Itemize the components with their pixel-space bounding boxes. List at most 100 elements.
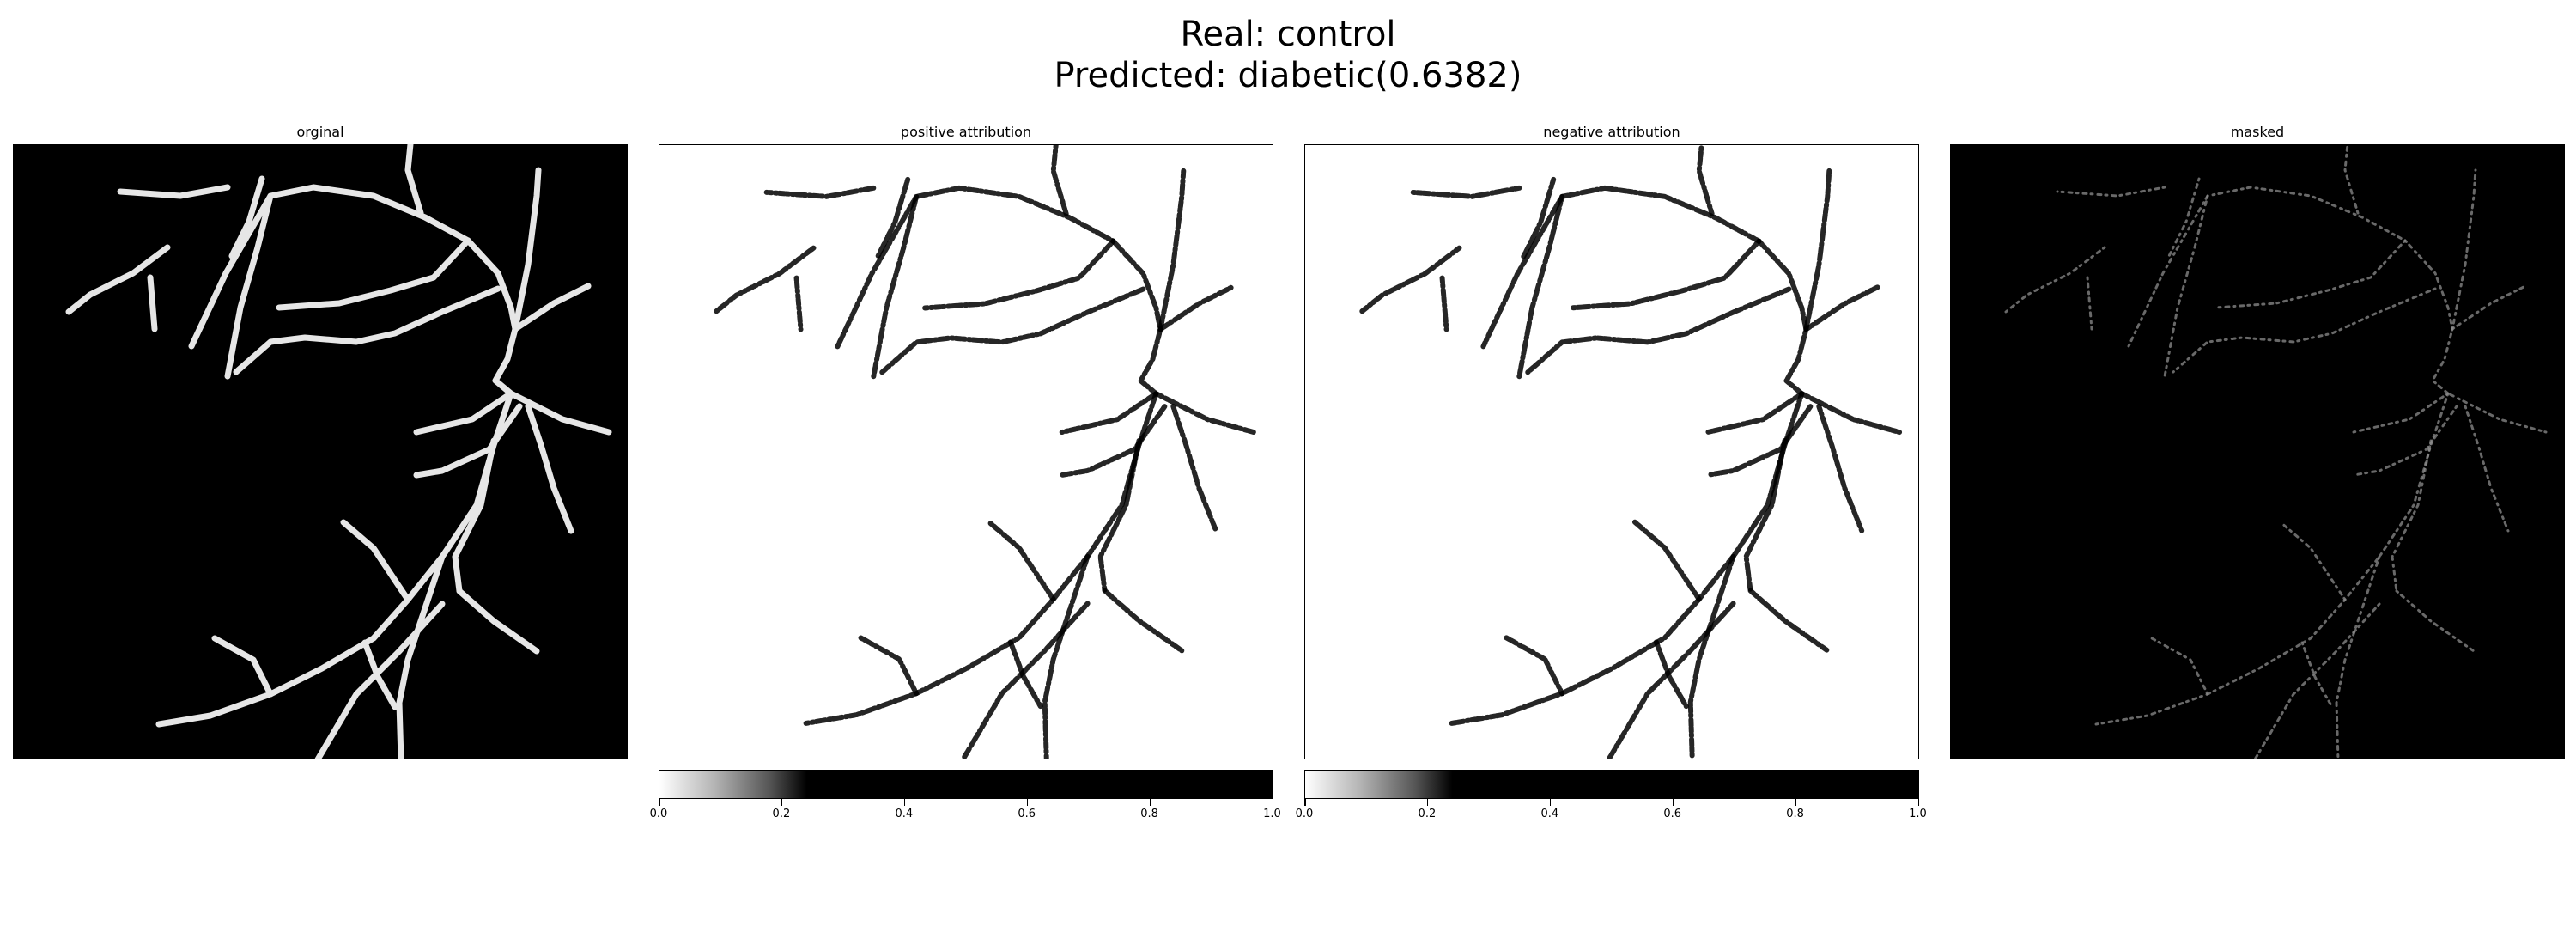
vessel-segment (233, 285, 501, 375)
vessel-segment (1007, 639, 1043, 710)
vessel-segment (2352, 392, 2450, 434)
vessel-segment (65, 244, 171, 315)
vessel-segment (2127, 186, 2407, 348)
vessel-segment (314, 601, 446, 759)
colorbar-tick-label: 0.4 (895, 808, 914, 820)
vessel-segment (1448, 391, 1805, 727)
vessel-segment (1102, 588, 1185, 654)
vessel-segment (1480, 185, 1762, 350)
vessel-segment (512, 283, 592, 332)
vessel-segment (1803, 284, 1882, 332)
positive-attribution-image (659, 144, 1273, 759)
vessel-segment (1050, 145, 1069, 216)
vessel-segment (2395, 589, 2476, 653)
vessel-segment (1170, 404, 1219, 533)
vessel-segment (1525, 286, 1792, 375)
vessel-segment (1568, 238, 1762, 311)
vessel-segment (413, 390, 514, 436)
vessel-segment (340, 519, 411, 603)
vessel-segment (793, 275, 804, 332)
colorbar-tick-label: 0.0 (1295, 808, 1314, 820)
vessel-segment (875, 176, 911, 259)
masked-vessel-image (1950, 144, 2565, 759)
vessel-segment (871, 193, 920, 380)
vessel-segment (452, 437, 497, 594)
vessel-segment (525, 403, 574, 534)
colorbar-tick (1549, 799, 1552, 806)
vessel-segment (1756, 238, 1903, 436)
negative-attribution-image (1304, 144, 1919, 759)
vessel-segment (1097, 438, 1142, 594)
colorbar-tick-label: 0.2 (1418, 808, 1437, 820)
colorbar-tick-label: 0.6 (1663, 808, 1682, 820)
vessel-segment (404, 144, 424, 216)
vessel-segment (1059, 404, 1168, 478)
vessel-segment (456, 588, 540, 655)
vessel-segment (1110, 238, 1257, 436)
colorbar-tick-label: 0.2 (772, 808, 791, 820)
positive-attribution-colorbar (659, 770, 1273, 799)
colorbar-tick (1272, 799, 1273, 806)
vessel-segment (986, 519, 1056, 602)
figure-title-real: Real: control (1180, 15, 1396, 54)
panel-title-negative-attribution: negative attribution (1543, 124, 1680, 140)
vessel-segment (2451, 284, 2527, 331)
vessel-segment (1157, 168, 1187, 332)
vessel-segment (2094, 392, 2450, 726)
vessel-segment (1059, 391, 1159, 436)
colorbar-tick-label: 0.6 (1018, 808, 1036, 820)
negative-attribution-colorbar (1304, 770, 1919, 799)
panel-title-masked: masked (2230, 124, 2285, 140)
vessel-segment (1042, 553, 1091, 759)
vessel-segment (1409, 185, 1522, 199)
vessel-segment (396, 553, 446, 759)
vessel-segment (1607, 601, 1736, 759)
vessel-segment (2451, 168, 2477, 331)
vessel-segment (228, 175, 265, 259)
colorbar-tick (1426, 799, 1429, 806)
vessel-segment (2253, 602, 2381, 759)
vessel-segment (2279, 521, 2347, 601)
colorbar-tick-label: 0.0 (649, 808, 668, 820)
vessel-segment (188, 184, 471, 350)
vessel-segment (1358, 245, 1462, 315)
colorbar-tick (1026, 799, 1029, 806)
vessel-segment (2391, 439, 2433, 593)
panel-title-positive-attribution: positive attribution (900, 124, 1032, 140)
vessel-segment (802, 391, 1159, 727)
vessel-segment (879, 286, 1146, 375)
vessel-segment (2335, 555, 2381, 759)
vessel-segment (1704, 404, 1814, 478)
vessel-segment (961, 601, 1091, 759)
figure-title-predicted: Predicted: diabetic(0.6382) (1054, 56, 1522, 95)
vessel-segment (2300, 641, 2334, 709)
colorbar-tick (1304, 799, 1306, 806)
vessel-segment (413, 403, 523, 479)
vessel-segment (712, 245, 817, 315)
colorbar-tick (1149, 799, 1151, 806)
vessel-segment (763, 185, 877, 199)
colorbar-tick (781, 799, 783, 806)
colorbar-tick (1672, 799, 1674, 806)
vessel-segment (2004, 246, 2106, 314)
colorbar-tick-label: 0.8 (1140, 808, 1158, 820)
colorbar-tick-label: 0.8 (1786, 808, 1804, 820)
vessel-segment (1439, 275, 1449, 332)
vessel-segment (858, 635, 920, 697)
vessel-segment (1704, 391, 1805, 436)
vessel-segment (922, 238, 1116, 311)
vessel-segment (1521, 176, 1557, 259)
vessel-segment (147, 274, 158, 332)
colorbar-tick-label: 1.0 (1909, 808, 1927, 820)
vessel-segment (211, 635, 274, 698)
vessel-segment (1803, 168, 1832, 332)
colorbar-tick-label: 1.0 (1263, 808, 1281, 820)
vessel-segment (835, 185, 1116, 350)
vessel-segment (465, 237, 612, 436)
vessel-segment (2343, 144, 2360, 215)
vessel-segment (1653, 639, 1689, 710)
colorbar-tick (903, 799, 906, 806)
vessel-segment (512, 167, 542, 332)
colorbar-tick-label: 0.4 (1540, 808, 1559, 820)
vessel-segment (117, 184, 231, 199)
